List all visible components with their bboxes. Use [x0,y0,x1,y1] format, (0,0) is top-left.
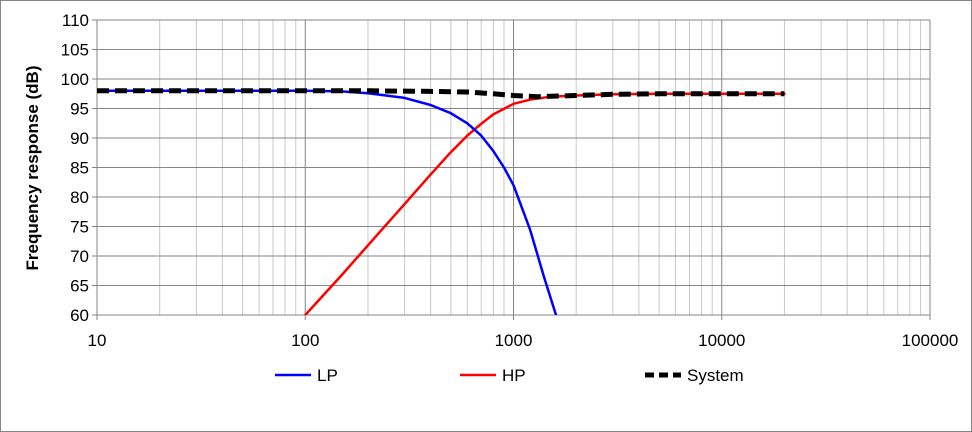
y-axis-title: Frequency response (dB) [23,66,42,271]
x-tick-label: 10000 [698,331,745,350]
y-tick-label: 65 [70,277,89,296]
y-tick-label: 60 [70,306,89,325]
legend-label-system: System [687,366,744,385]
series-line-lp [97,89,558,315]
y-tick-label: 70 [70,247,89,266]
x-tick-label: 1000 [495,331,533,350]
axes: 60 65 70 75 80 85 90 95 100 105 110 10 100 1000 10000 1… [61,11,959,350]
legend: LP HP System [275,366,744,385]
y-tick-label: 80 [70,188,89,207]
series-lines [97,88,786,315]
grid [96,19,931,316]
series-line-system [97,88,785,100]
x-tick-label: 100 [291,331,319,350]
y-tick-label: 95 [70,100,89,119]
y-tick-label: 75 [70,218,89,237]
y-tick-label: 105 [61,41,89,60]
x-tick-label: 10 [88,331,107,350]
y-tick-label: 110 [62,11,89,30]
y-tick-label: 90 [70,129,89,148]
legend-label-hp: HP [502,366,526,385]
legend-label-lp: LP [317,366,338,385]
y-tick-label: 100 [61,70,89,89]
y-tick-label: 85 [70,159,89,178]
x-tick-label: 100000 [902,331,959,350]
